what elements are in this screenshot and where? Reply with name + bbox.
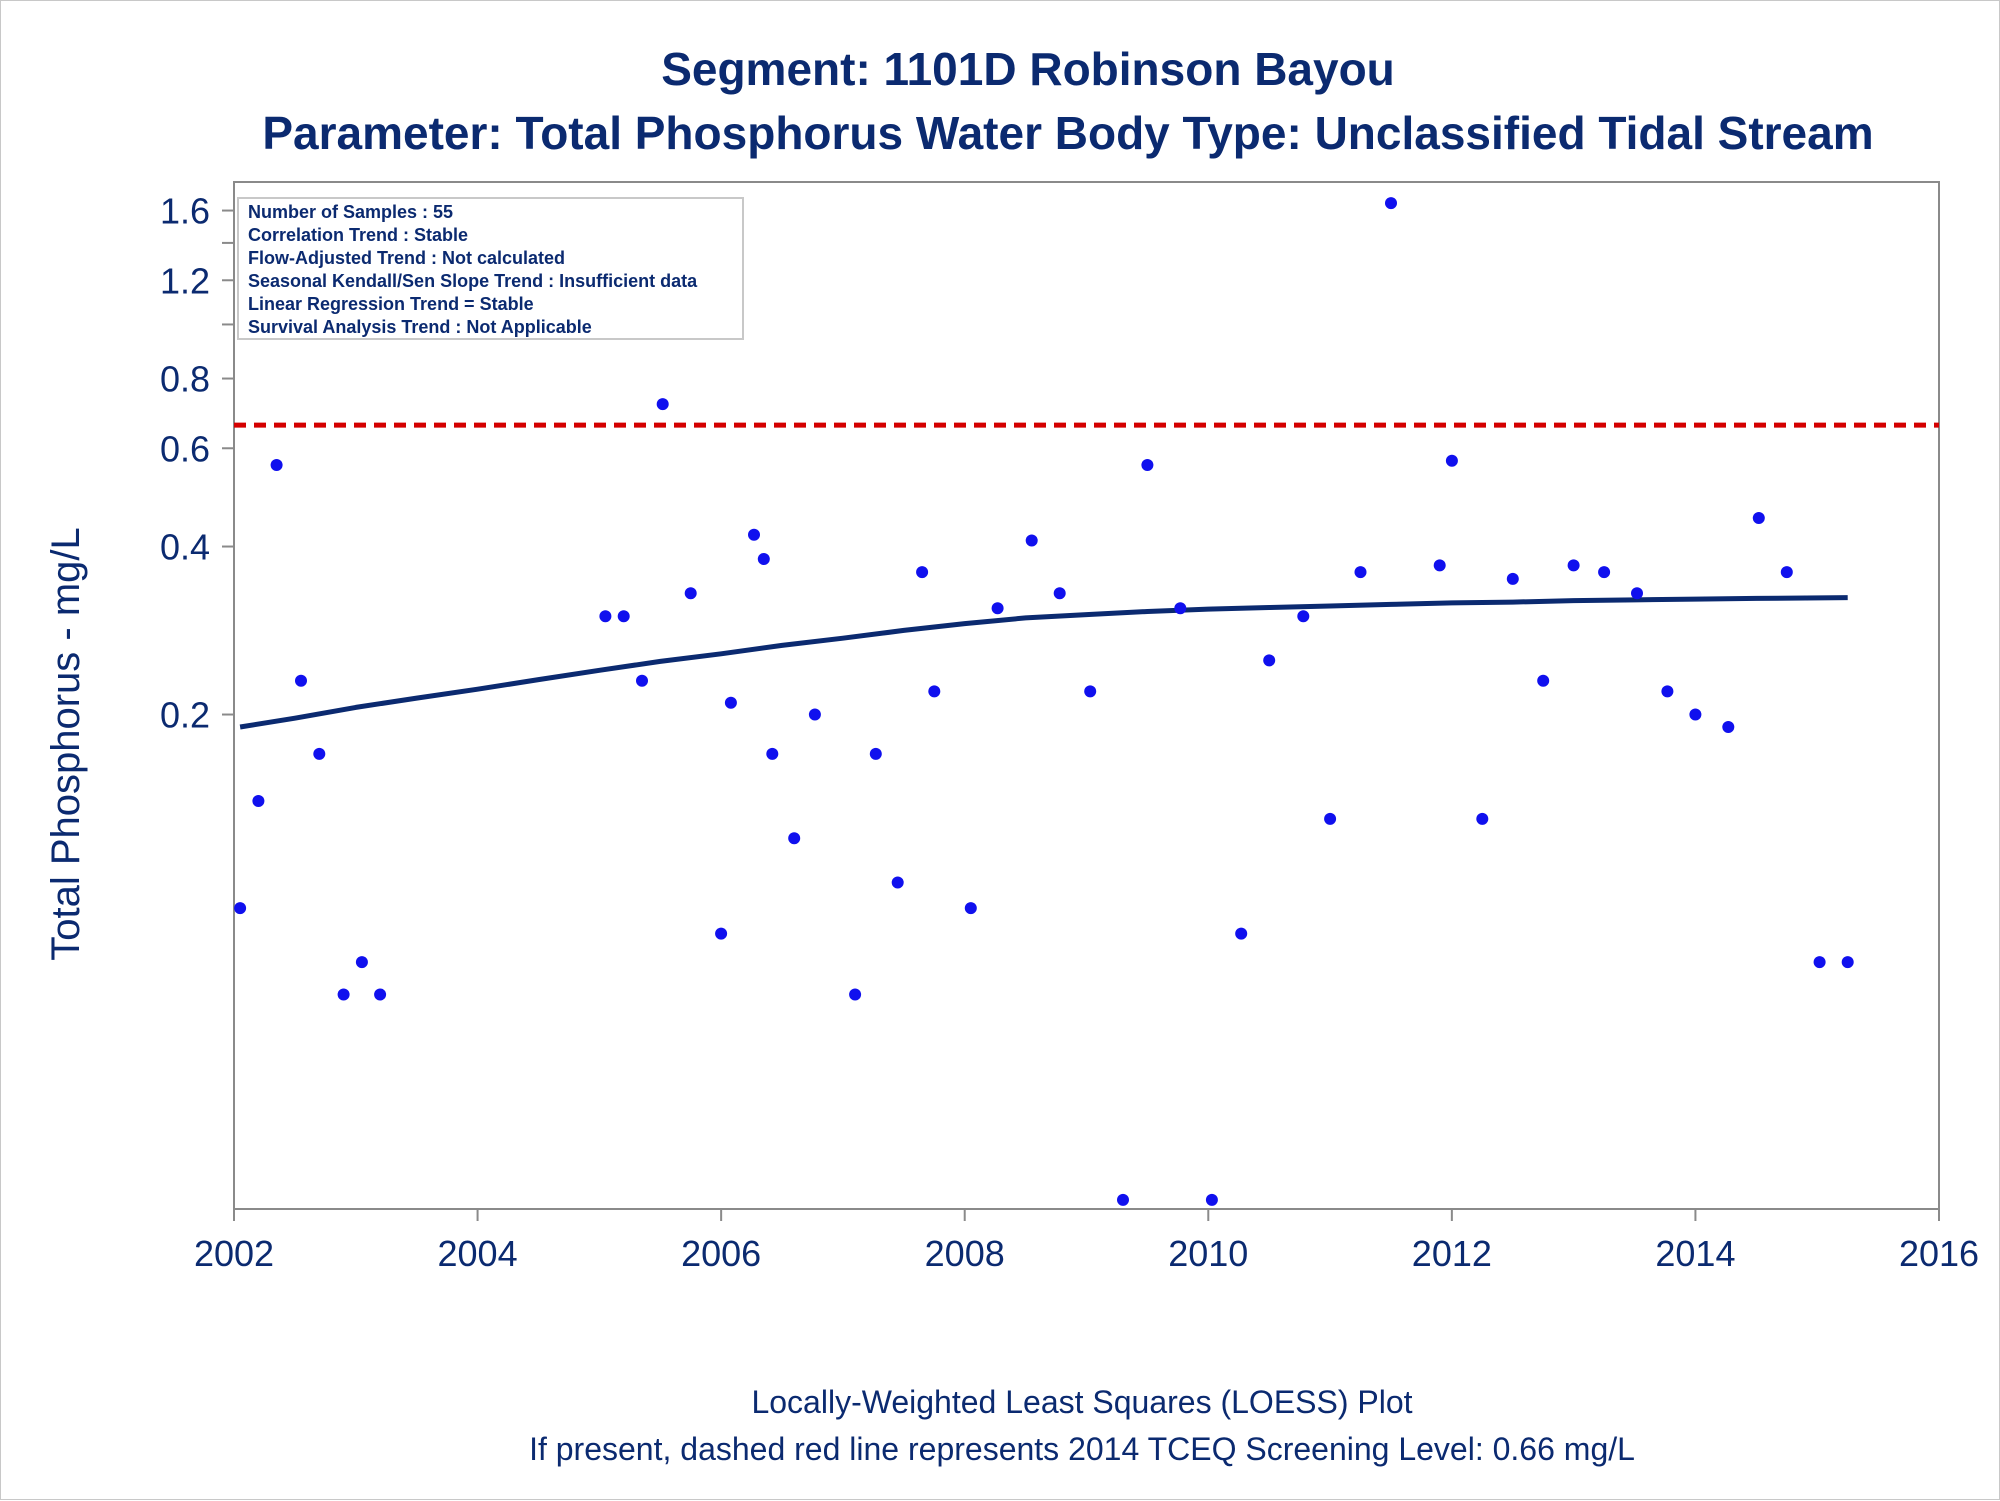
info-flow-adjusted-trend: Flow-Adjusted Trend : Not calculated	[248, 248, 565, 268]
plot-border	[233, 181, 1940, 1210]
x-tick-label-2016: 2016	[1899, 1233, 1979, 1274]
x-tick-label-2010: 2010	[1168, 1233, 1248, 1274]
data-point-44	[1506, 572, 1519, 585]
data-point-21	[849, 988, 862, 1001]
data-point-33	[1174, 602, 1187, 615]
data-point-42	[1445, 454, 1458, 467]
data-point-23	[891, 876, 904, 889]
data-point-3	[270, 459, 283, 471]
data-point-19	[788, 832, 801, 845]
info-seasonal-kendall-trend: Seasonal Kendall/Sen Slope Trend : Insuf…	[248, 271, 698, 291]
x-tick-label-2012: 2012	[1412, 1233, 1492, 1274]
info-box: Number of Samples : 55 Correlation Trend…	[237, 197, 744, 340]
data-point-55	[1841, 956, 1854, 969]
chart-subtitle: Parameter: Total Phosphorus Water Body T…	[262, 107, 1873, 159]
x-tick-label-2006: 2006	[681, 1233, 761, 1274]
data-point-26	[964, 902, 977, 915]
data-point-22	[869, 747, 882, 760]
data-point-29	[1053, 587, 1066, 600]
info-correlation-trend: Correlation Trend : Stable	[248, 225, 468, 245]
data-point-18	[766, 747, 779, 760]
data-point-31	[1117, 1193, 1129, 1206]
data-point-17	[757, 553, 770, 565]
data-point-8	[374, 988, 387, 1001]
data-point-10	[617, 610, 630, 623]
x-tick-label-2014: 2014	[1655, 1233, 1735, 1274]
data-point-35	[1235, 927, 1248, 940]
x-tick-label-2004: 2004	[438, 1233, 518, 1274]
data-point-25	[928, 685, 941, 698]
loess-trend-line	[239, 595, 1848, 730]
data-point-11	[636, 674, 648, 687]
data-point-12	[656, 398, 669, 411]
x-tick-label-2002: 2002	[194, 1233, 274, 1274]
data-point-2	[252, 795, 265, 807]
chart-title: Segment: 1101D Robinson Bayou	[661, 43, 1395, 95]
data-point-45	[1537, 674, 1550, 687]
data-point-50	[1689, 708, 1702, 721]
data-point-27	[991, 602, 1004, 615]
data-point-41	[1433, 559, 1446, 572]
data-point-46	[1567, 559, 1580, 572]
info-box-border	[237, 197, 744, 340]
plot-area: 2002 2004 2006 2008 2010 2012 2014 2016 0.2 0.4 0.…	[160, 181, 1979, 1274]
data-point-47	[1598, 566, 1611, 579]
data-point-30	[1084, 685, 1097, 698]
data-point-1	[234, 902, 247, 915]
data-point-43	[1476, 812, 1489, 825]
data-point-54	[1813, 956, 1826, 969]
data-point-4	[295, 674, 307, 687]
data-point-24	[916, 566, 929, 579]
data-point-39	[1354, 566, 1367, 579]
info-linear-regression-trend: Linear Regression Trend = Stable	[248, 294, 534, 314]
y-tick-label-1.2: 1.2	[160, 260, 210, 301]
data-point-36	[1263, 654, 1276, 667]
y-tick-label-0.6: 0.6	[160, 428, 210, 469]
data-point-9	[599, 610, 612, 623]
y-tick-label-0.4: 0.4	[160, 527, 210, 568]
info-survival-analysis-trend: Survival Analysis Trend : Not Applicable	[248, 317, 592, 337]
y-tick-label-0.2: 0.2	[160, 695, 210, 736]
data-point-53	[1780, 566, 1793, 579]
data-point-5	[313, 747, 326, 760]
data-point-51	[1722, 721, 1735, 733]
data-point-20	[808, 708, 821, 721]
y-tick-label-1.6: 1.6	[160, 191, 210, 232]
data-point-38	[1324, 812, 1337, 825]
footnote-screening: If present, dashed red line represents 2…	[529, 1431, 1635, 1467]
info-sample-count: Number of Samples : 55	[248, 202, 453, 222]
data-point-49	[1661, 685, 1674, 698]
data-point-28	[1025, 534, 1038, 547]
data-point-13	[684, 587, 697, 600]
x-tick-label-2008: 2008	[925, 1233, 1005, 1274]
data-point-15	[724, 696, 737, 709]
data-point-37	[1297, 610, 1310, 623]
data-point-32	[1141, 459, 1154, 471]
data-point-6	[337, 988, 350, 1001]
data-point-7	[355, 956, 368, 969]
data-point-48	[1631, 587, 1643, 600]
data-point-52	[1752, 512, 1765, 524]
data-point-40	[1385, 197, 1397, 210]
y-axis-title: Total Phosphorus - mg/L	[44, 527, 88, 961]
footnote-loess: Locally-Weighted Least Squares (LOESS) P…	[751, 1384, 1412, 1420]
data-point-34	[1205, 1193, 1218, 1206]
data-point-14	[715, 927, 728, 940]
y-tick-label-0.8: 0.8	[160, 359, 210, 400]
data-point-16	[748, 528, 760, 541]
